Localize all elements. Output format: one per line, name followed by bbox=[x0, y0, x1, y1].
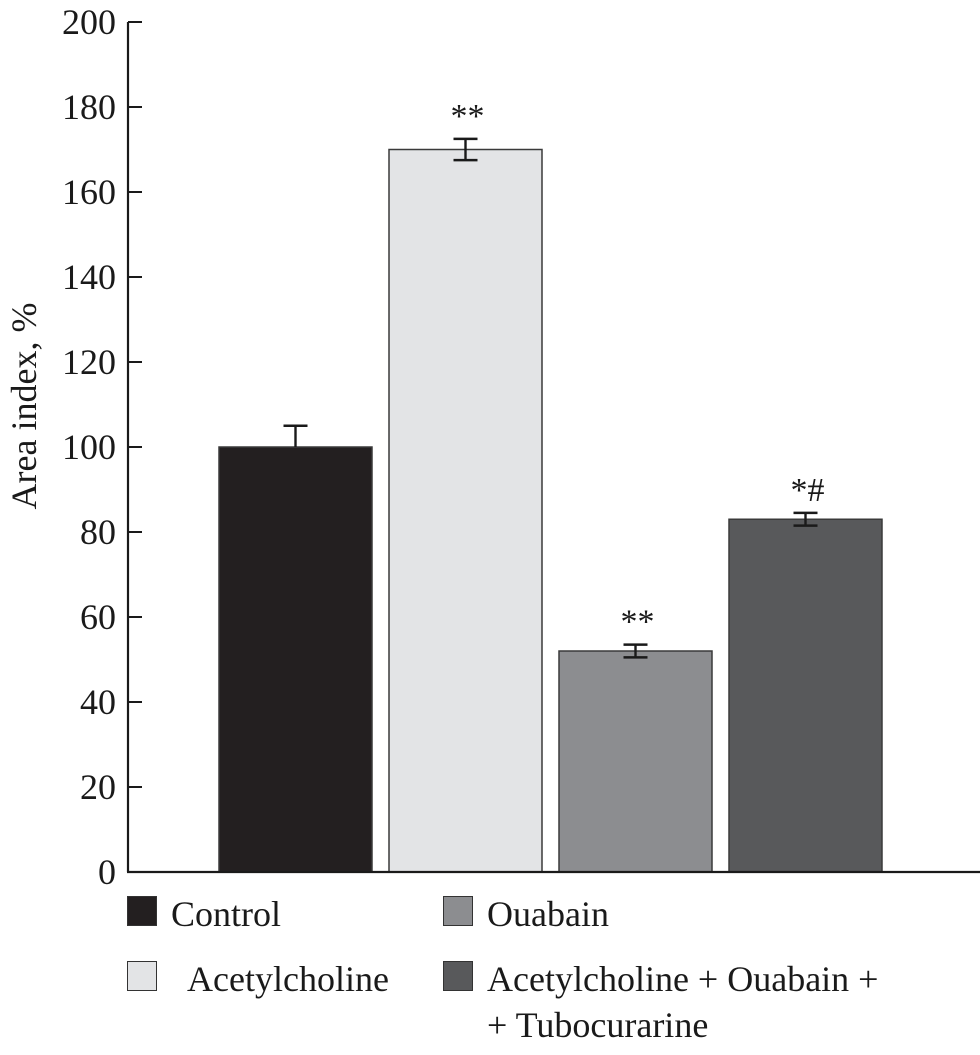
bar bbox=[218, 446, 373, 873]
y-tick-label: 20 bbox=[80, 767, 116, 807]
y-tick-label: 100 bbox=[62, 427, 116, 467]
y-tick-label: 40 bbox=[80, 682, 116, 722]
error-bar bbox=[283, 424, 308, 447]
significance-marker: ** bbox=[451, 98, 485, 135]
significance-annotations: ** ** *# bbox=[451, 98, 825, 641]
bars bbox=[218, 148, 883, 873]
bar bbox=[388, 148, 543, 873]
y-tick-label: 160 bbox=[62, 172, 116, 212]
y-axis-ticks: 0 20 40 60 80 100 120 140 160 180 200 bbox=[62, 2, 142, 892]
y-tick-label: 80 bbox=[80, 512, 116, 552]
error-bars bbox=[283, 137, 818, 659]
significance-marker: ** bbox=[621, 604, 655, 641]
y-tick-label: 200 bbox=[62, 2, 116, 42]
bar bbox=[728, 518, 883, 873]
error-bar bbox=[453, 137, 478, 162]
y-tick-label: 120 bbox=[62, 342, 116, 382]
y-axis-label: Area index, % bbox=[4, 303, 44, 510]
y-tick-label: 0 bbox=[98, 852, 116, 892]
bar bbox=[558, 650, 713, 873]
y-tick-label: 60 bbox=[80, 597, 116, 637]
y-tick-label: 140 bbox=[62, 257, 116, 297]
significance-marker: *# bbox=[791, 472, 825, 509]
y-tick-label: 180 bbox=[62, 87, 116, 127]
error-bar bbox=[793, 511, 818, 527]
error-bar bbox=[623, 643, 648, 659]
